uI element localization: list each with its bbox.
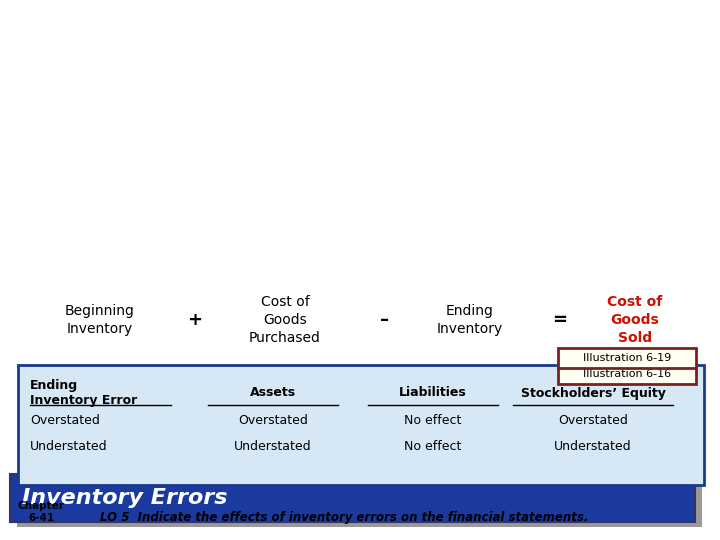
Text: =: = xyxy=(552,311,567,329)
Text: –: – xyxy=(380,311,390,329)
Text: Beginning
Inventory: Beginning Inventory xyxy=(65,304,135,336)
Text: Inventory Errors: Inventory Errors xyxy=(22,488,228,508)
Text: Ending
Inventory: Ending Inventory xyxy=(437,304,503,336)
Bar xyxy=(558,364,696,384)
Text: LO 5  Indicate the effects of inventory errors on the financial statements.: LO 5 Indicate the effects of inventory e… xyxy=(100,511,588,524)
Text: determined by using the basic accounting equation:.: determined by using the basic accounting… xyxy=(30,400,456,415)
Text: Overstated: Overstated xyxy=(238,414,308,427)
Text: Balance Sheet Effects: Balance Sheet Effects xyxy=(30,442,304,462)
Text: Stockholders’ Equity: Stockholders’ Equity xyxy=(521,387,665,400)
Text: Understated: Understated xyxy=(554,441,632,454)
Text: Cost of
Goods
Purchased: Cost of Goods Purchased xyxy=(249,295,321,346)
Bar xyxy=(558,348,696,368)
Text: No effect: No effect xyxy=(405,441,462,454)
Text: Assets: Assets xyxy=(250,387,296,400)
Bar xyxy=(18,365,704,485)
Text: Illustration 6-16: Illustration 6-16 xyxy=(583,369,671,379)
Bar xyxy=(17,479,702,527)
Text: Overstated: Overstated xyxy=(30,414,100,427)
Text: Understated: Understated xyxy=(234,441,312,454)
Text: +: + xyxy=(187,311,202,329)
Text: Understated: Understated xyxy=(30,441,107,454)
Text: Chapter
6-41: Chapter 6-41 xyxy=(18,501,65,523)
Text: Ending
Inventory Error: Ending Inventory Error xyxy=(30,379,138,407)
Text: Overstated: Overstated xyxy=(558,414,628,427)
Text: Effect of inventory errors on the balance sheet is: Effect of inventory errors on the balanc… xyxy=(30,420,424,435)
Text: Cost of
Goods
Sold: Cost of Goods Sold xyxy=(608,295,662,346)
Text: No effect: No effect xyxy=(405,414,462,427)
Text: Liabilities: Liabilities xyxy=(399,387,467,400)
Bar xyxy=(10,474,695,522)
Text: Illustration 6-19: Illustration 6-19 xyxy=(583,353,671,363)
